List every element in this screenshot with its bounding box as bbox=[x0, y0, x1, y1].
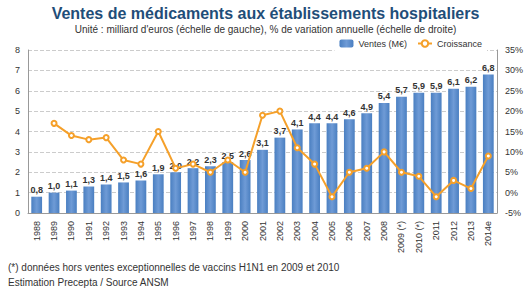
svg-text:6,1: 6,1 bbox=[447, 77, 460, 87]
svg-text:5,9: 5,9 bbox=[430, 81, 443, 91]
svg-text:6: 6 bbox=[15, 86, 20, 96]
svg-text:2,0: 2,0 bbox=[169, 161, 182, 171]
svg-text:1992: 1992 bbox=[101, 221, 111, 241]
svg-text:0,8: 0,8 bbox=[30, 185, 43, 195]
svg-text:1994: 1994 bbox=[136, 221, 146, 241]
svg-text:1,6: 1,6 bbox=[135, 169, 148, 179]
svg-text:2007: 2007 bbox=[362, 221, 372, 241]
svg-text:1991: 1991 bbox=[84, 221, 94, 241]
svg-text:30%: 30% bbox=[505, 65, 523, 75]
svg-text:2,6: 2,6 bbox=[238, 148, 252, 159]
svg-text:2001: 2001 bbox=[258, 221, 268, 241]
svg-text:5%: 5% bbox=[505, 167, 518, 177]
svg-text:2009 (*): 2009 (*) bbox=[396, 221, 406, 253]
svg-text:2010 (*): 2010 (*) bbox=[414, 221, 424, 253]
svg-text:2006: 2006 bbox=[344, 221, 354, 241]
svg-text:4,9: 4,9 bbox=[360, 102, 373, 112]
svg-text:2012: 2012 bbox=[449, 221, 459, 241]
svg-text:3,1: 3,1 bbox=[256, 138, 269, 148]
svg-text:4,6: 4,6 bbox=[343, 108, 356, 118]
svg-text:15%: 15% bbox=[505, 127, 523, 137]
svg-text:2,5: 2,5 bbox=[221, 150, 234, 161]
svg-text:1,4: 1,4 bbox=[100, 173, 113, 183]
svg-text:10%: 10% bbox=[505, 147, 523, 157]
svg-text:35%: 35% bbox=[505, 45, 523, 55]
svg-text:3,7: 3,7 bbox=[274, 126, 287, 136]
svg-text:1989: 1989 bbox=[49, 221, 59, 241]
svg-text:1,0: 1,0 bbox=[48, 181, 61, 191]
svg-text:-5%: -5% bbox=[505, 208, 521, 218]
svg-text:1,1: 1,1 bbox=[65, 179, 78, 189]
svg-text:Croissance: Croissance bbox=[437, 39, 482, 49]
svg-text:4,1: 4,1 bbox=[291, 118, 304, 128]
svg-text:2003: 2003 bbox=[292, 221, 302, 241]
svg-text:25%: 25% bbox=[505, 86, 523, 96]
svg-text:4,4: 4,4 bbox=[308, 112, 321, 122]
svg-text:1,5: 1,5 bbox=[117, 171, 130, 181]
svg-text:Estimation Precepta / Source A: Estimation Precepta / Source ANSM bbox=[8, 277, 169, 288]
svg-text:2011: 2011 bbox=[431, 221, 441, 240]
svg-text:1997: 1997 bbox=[188, 221, 198, 241]
svg-text:Ventes de médicaments aux étab: Ventes de médicaments aux établissements… bbox=[52, 5, 480, 22]
svg-text:Ventes (M€): Ventes (M€) bbox=[358, 39, 407, 49]
svg-text:1990: 1990 bbox=[66, 221, 76, 241]
svg-text:1993: 1993 bbox=[119, 221, 129, 241]
svg-text:5: 5 bbox=[15, 106, 20, 116]
svg-text:8: 8 bbox=[15, 45, 20, 55]
svg-text:2,3: 2,3 bbox=[204, 155, 217, 165]
svg-text:2000: 2000 bbox=[240, 221, 250, 241]
svg-text:2014e: 2014e bbox=[483, 221, 493, 246]
svg-text:Unité : milliard d'euros (éche: Unité : milliard d'euros (échelle de gau… bbox=[75, 24, 457, 35]
svg-text:1996: 1996 bbox=[171, 221, 181, 241]
svg-text:2005: 2005 bbox=[327, 221, 337, 241]
svg-text:20%: 20% bbox=[505, 106, 523, 116]
svg-text:5,9: 5,9 bbox=[413, 81, 426, 91]
svg-text:1: 1 bbox=[15, 188, 20, 198]
svg-text:4: 4 bbox=[15, 127, 20, 137]
svg-text:1999: 1999 bbox=[223, 221, 233, 241]
svg-text:2: 2 bbox=[15, 167, 20, 177]
svg-text:2004: 2004 bbox=[310, 221, 320, 241]
svg-text:6,2: 6,2 bbox=[465, 75, 478, 85]
svg-text:5,7: 5,7 bbox=[395, 85, 408, 95]
svg-text:2002: 2002 bbox=[275, 221, 285, 241]
svg-text:0: 0 bbox=[15, 208, 20, 218]
svg-text:2008: 2008 bbox=[379, 221, 389, 241]
svg-text:2013: 2013 bbox=[466, 221, 476, 241]
svg-text:1995: 1995 bbox=[153, 221, 163, 241]
svg-text:7: 7 bbox=[15, 65, 20, 75]
svg-text:1,9: 1,9 bbox=[152, 163, 165, 173]
svg-text:1998: 1998 bbox=[205, 221, 215, 241]
svg-text:1,3: 1,3 bbox=[83, 175, 96, 185]
svg-text:1988: 1988 bbox=[32, 221, 42, 241]
svg-text:5,4: 5,4 bbox=[378, 91, 391, 101]
svg-text:2,2: 2,2 bbox=[186, 156, 200, 167]
svg-text:0%: 0% bbox=[505, 188, 518, 198]
svg-text:3: 3 bbox=[15, 147, 20, 157]
svg-text:(*) données hors ventes except: (*) données hors ventes exceptionnelles … bbox=[8, 262, 340, 273]
svg-text:6,8: 6,8 bbox=[482, 63, 495, 73]
svg-text:4,4: 4,4 bbox=[326, 112, 339, 122]
